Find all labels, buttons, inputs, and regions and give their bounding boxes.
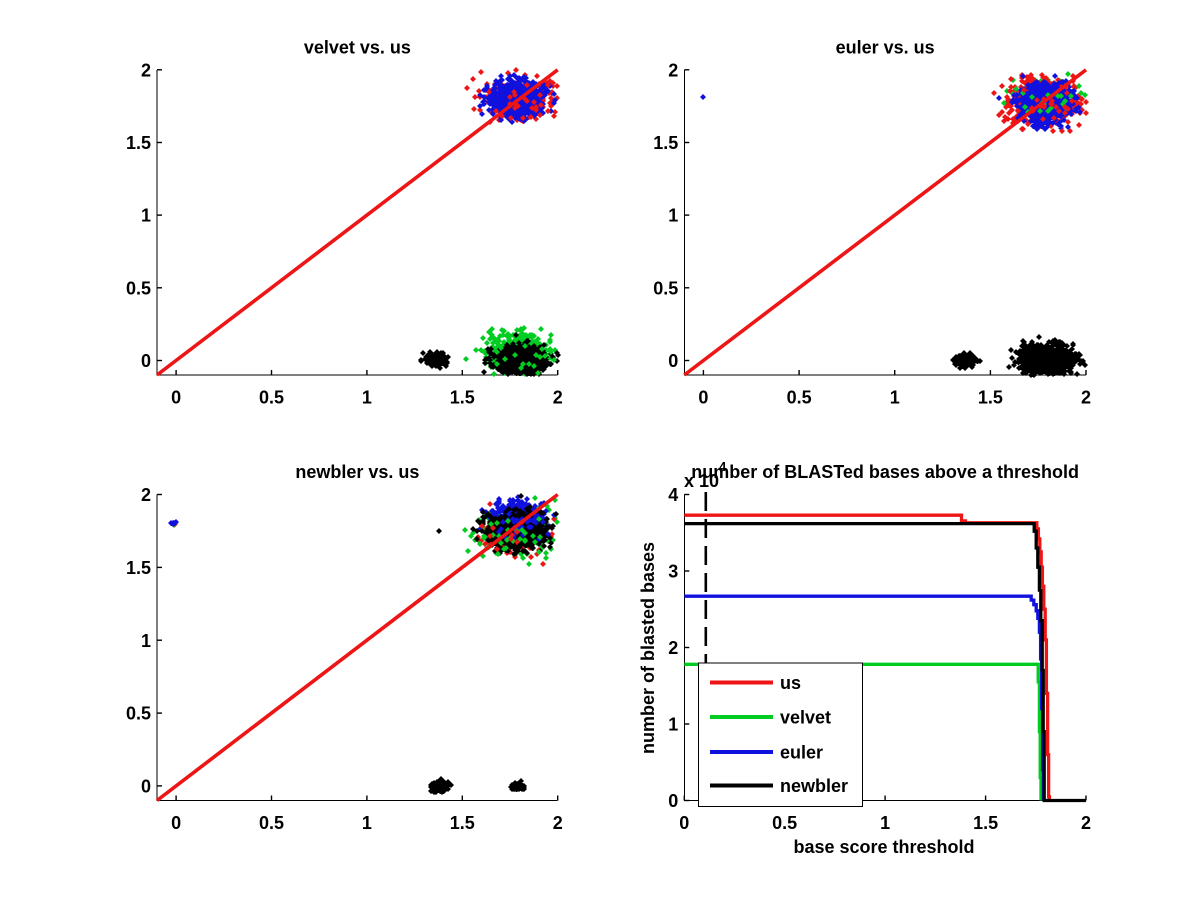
svg-text:2: 2 xyxy=(553,813,563,833)
svg-text:us: us xyxy=(780,673,801,693)
svg-text:number of blasted bases: number of blasted bases xyxy=(638,542,658,754)
svg-text:0: 0 xyxy=(668,791,678,811)
svg-text:0.5: 0.5 xyxy=(126,278,151,298)
svg-text:newbler vs. us: newbler vs. us xyxy=(295,462,419,482)
svg-text:1: 1 xyxy=(141,206,151,226)
svg-text:1.5: 1.5 xyxy=(653,133,678,153)
svg-text:0: 0 xyxy=(141,351,151,371)
svg-text:1.5: 1.5 xyxy=(978,388,1003,408)
svg-text:0.5: 0.5 xyxy=(653,278,678,298)
svg-text:2: 2 xyxy=(1081,388,1091,408)
svg-text:2: 2 xyxy=(141,485,151,505)
svg-text:0.5: 0.5 xyxy=(772,813,797,833)
svg-text:4: 4 xyxy=(719,459,727,474)
svg-text:1: 1 xyxy=(141,631,151,651)
svg-text:1.5: 1.5 xyxy=(973,813,998,833)
svg-text:0: 0 xyxy=(698,388,708,408)
svg-text:2: 2 xyxy=(141,60,151,80)
svg-text:0.5: 0.5 xyxy=(787,388,812,408)
svg-text:1: 1 xyxy=(668,715,678,735)
svg-text:2: 2 xyxy=(1081,813,1091,833)
svg-text:newbler: newbler xyxy=(780,776,848,796)
svg-text:1: 1 xyxy=(890,388,900,408)
svg-text:0: 0 xyxy=(171,388,181,408)
svg-text:0: 0 xyxy=(141,777,151,797)
svg-text:x 10: x 10 xyxy=(684,471,719,491)
svg-text:1.5: 1.5 xyxy=(126,558,151,578)
svg-text:1: 1 xyxy=(668,206,678,226)
svg-text:velvet: velvet xyxy=(780,708,831,728)
svg-text:1.5: 1.5 xyxy=(126,133,151,153)
svg-text:4: 4 xyxy=(668,485,678,505)
svg-text:0: 0 xyxy=(679,813,689,833)
svg-text:2: 2 xyxy=(668,638,678,658)
svg-text:0.5: 0.5 xyxy=(259,813,284,833)
svg-text:3: 3 xyxy=(668,562,678,582)
svg-text:number of BLASTed bases above: number of BLASTed bases above a threshol… xyxy=(691,462,1079,482)
svg-text:1: 1 xyxy=(362,388,372,408)
svg-text:0.5: 0.5 xyxy=(259,388,284,408)
svg-text:2: 2 xyxy=(668,60,678,80)
svg-text:1: 1 xyxy=(880,813,890,833)
svg-text:velvet vs. us: velvet vs. us xyxy=(304,37,411,57)
svg-text:2: 2 xyxy=(553,388,563,408)
svg-text:1.5: 1.5 xyxy=(450,388,475,408)
svg-text:euler: euler xyxy=(780,743,823,763)
svg-text:base score threshold: base score threshold xyxy=(793,837,974,857)
svg-text:euler vs. us: euler vs. us xyxy=(836,37,935,57)
svg-text:0.5: 0.5 xyxy=(126,704,151,724)
svg-text:0: 0 xyxy=(668,351,678,371)
svg-text:1.5: 1.5 xyxy=(450,813,475,833)
svg-text:0: 0 xyxy=(171,813,181,833)
svg-text:1: 1 xyxy=(362,813,372,833)
